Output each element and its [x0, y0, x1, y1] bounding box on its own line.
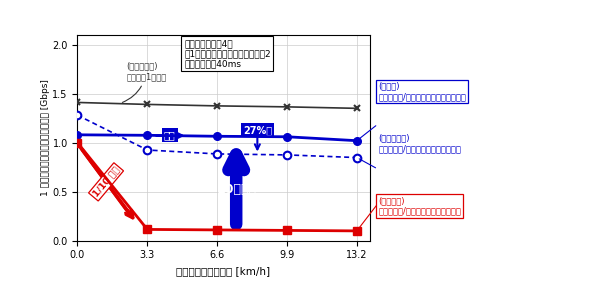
Y-axis label: 1 無線端末あたりの無線伝送容量 [Gbps]: 1 無線端末あたりの無線伝送容量 [Gbps] — [41, 79, 49, 196]
Text: 1/10 低下: 1/10 低下 — [91, 165, 121, 198]
Text: ・無線端末数：4台
・1無線端末の伝送ストリーム数2
・制御周期：40ms: ・無線端末数：4台 ・1無線端末の伝送ストリーム数2 ・制御周期：40ms — [184, 39, 271, 69]
Text: (従来技術)
広いビーム/プリ・コーディング適用: (従来技術) 広いビーム/プリ・コーディング適用 — [378, 196, 461, 215]
Text: (参考データ)
無線端末1台の時: (参考データ) 無線端末1台の時 — [122, 61, 166, 102]
X-axis label: 無線端末の移動速度 [km/h]: 無線端末の移動速度 [km/h] — [176, 266, 271, 276]
Text: 10倍改善: 10倍改善 — [216, 183, 256, 196]
Text: (本技術)
狭いビーム/プリ・コーディング非適用: (本技術) 狭いビーム/プリ・コーディング非適用 — [378, 82, 466, 101]
Text: 維持: 維持 — [164, 130, 175, 140]
Text: (参考データ)
狭いビーム/プリ・コーディング適用: (参考データ) 狭いビーム/プリ・コーディング適用 — [378, 134, 461, 153]
Text: 27%減: 27%減 — [243, 125, 272, 135]
